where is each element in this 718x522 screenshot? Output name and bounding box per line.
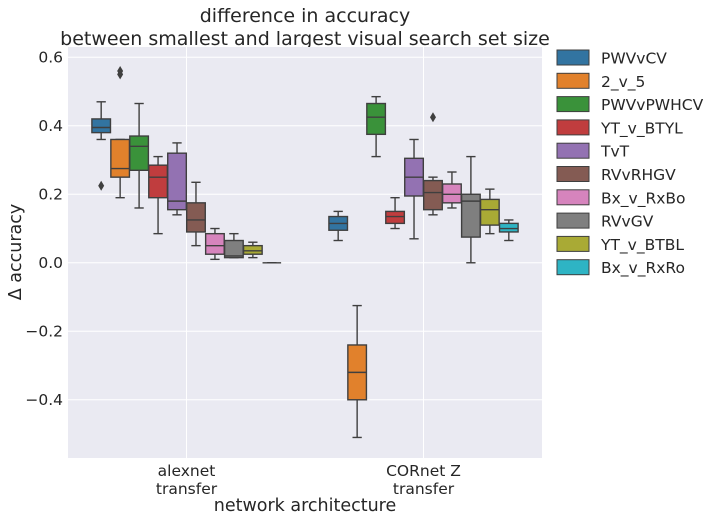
box-YT_v_BTBL [479, 188, 500, 235]
box-TvT [167, 142, 188, 216]
box-iqr [91, 118, 112, 134]
y-tick-label: 0.2 [38, 185, 63, 203]
y-tick-label: 0.0 [38, 254, 63, 272]
y-tick-label: −0.2 [25, 322, 63, 340]
legend-label: RVvGV [601, 213, 654, 231]
box-iqr [479, 198, 500, 226]
chart-title-line-2: between smallest and largest visual sear… [60, 28, 550, 50]
box-iqr [185, 202, 206, 233]
box-PWVvPWHCV [129, 102, 150, 209]
box-series [91, 65, 519, 439]
y-tick-label: −0.4 [25, 391, 63, 409]
legend-swatch-Bx_v_RxBo [556, 189, 590, 206]
legend-label: Bx_v_RxBo [601, 189, 686, 208]
box-PWVvCV [328, 210, 349, 242]
legend-label: 2_v_5 [601, 73, 645, 92]
box-TvT [404, 138, 425, 240]
box-iqr [129, 135, 150, 172]
legend-swatch-RVvGV [556, 212, 590, 229]
x-tick-label: transfer [156, 480, 218, 498]
legend-swatch-Bx_v_RxRo [556, 259, 590, 276]
box-YT_v_BTYL [385, 196, 406, 230]
y-axis-label: Δ accuracy [6, 204, 26, 301]
box-Bx_v_RxRo [498, 219, 519, 242]
grid-lines [68, 47, 542, 458]
box-iqr [385, 210, 406, 225]
legend-swatch-TvT [556, 142, 590, 159]
box-iqr [441, 183, 462, 204]
x-tick-label: CORnet Z [386, 462, 461, 480]
box-iqr [242, 244, 263, 255]
x-tick-label: transfer [393, 480, 455, 498]
box-RVvRHGV [185, 181, 206, 247]
legend-label: Bx_v_RxRo [601, 259, 685, 278]
y-tick-label: 0.6 [38, 48, 63, 66]
legend-label: TvT [600, 143, 630, 161]
legend-swatch-PWVvCV [556, 49, 590, 66]
legend: PWVvCV 2_v_5 PWVvPWHCV YT_v_BTYL TvT RVvRHGV B… [556, 49, 704, 278]
box-PWVvCV [91, 101, 112, 191]
box-2_v_5 [347, 304, 368, 439]
y-tick-label: 0.4 [38, 117, 63, 135]
flier-point [98, 180, 105, 191]
plot-area [68, 47, 542, 458]
legend-label: RVvRHGV [601, 166, 676, 184]
box-iqr [204, 232, 225, 255]
flier-point [117, 65, 124, 76]
box-iqr [498, 222, 519, 233]
box-iqr [223, 239, 244, 259]
legend-swatch-2_v_5 [556, 72, 590, 89]
box-iqr [422, 179, 443, 211]
legend-label: YT_v_BTYL [600, 119, 683, 138]
box-iqr [366, 102, 387, 136]
box-2_v_5 [110, 65, 131, 199]
x-tick-label: alexnet [158, 462, 216, 480]
legend-swatch-RVvRHGV [556, 166, 590, 182]
box-iqr [167, 152, 188, 211]
box-iqr [148, 164, 169, 199]
legend-swatch-YT_v_BTBL [556, 235, 590, 252]
legend-swatch-PWVvPWHCV [556, 96, 590, 113]
box-YT_v_BTBL [242, 241, 263, 259]
legend-swatch-YT_v_BTYL [556, 119, 590, 136]
box-PWVvPWHCV [366, 95, 387, 158]
y-axis-ticks: −0.4 −0.2 0.0 0.2 0.4 0.6 [25, 48, 63, 409]
legend-label: YT_v_BTBL [600, 236, 684, 255]
x-axis-label: network architecture [214, 496, 397, 516]
chart-title-line-1: difference in accuracy [200, 5, 411, 27]
box-iqr [110, 138, 131, 178]
legend-label: PWVvCV [601, 50, 667, 68]
box-Bx_v_RxBo [204, 227, 225, 261]
box-RVvRHGV [422, 112, 443, 216]
box-Bx_v_RxBo [441, 171, 462, 209]
flier-point [429, 112, 436, 123]
legend-label: PWVvPWHCV [601, 96, 704, 114]
